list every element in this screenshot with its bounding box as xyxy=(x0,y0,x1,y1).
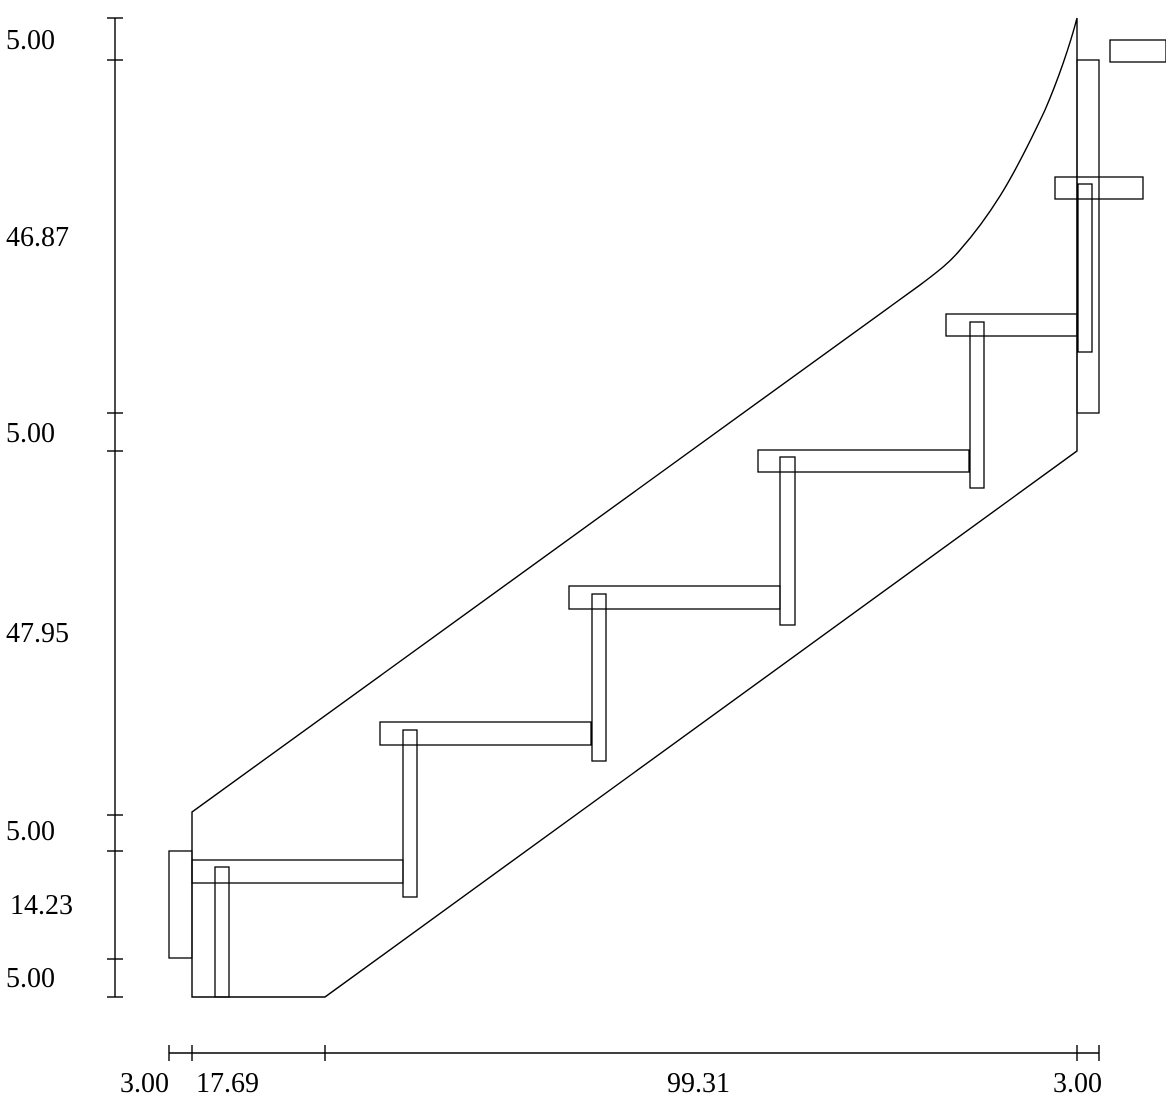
tread-5 xyxy=(945,313,1078,337)
bottom-left-post xyxy=(168,850,193,959)
riser-5 xyxy=(969,321,985,489)
top-landing-tread xyxy=(1109,39,1166,63)
tread-3 xyxy=(568,585,781,610)
stringer-top-edge xyxy=(191,17,1078,998)
risers xyxy=(214,183,1093,998)
top-right-post xyxy=(1076,59,1100,414)
horizontal-dim-label-right-post: 3.00 xyxy=(1053,1068,1102,1099)
riser-2 xyxy=(402,729,418,898)
horizontal-dim-label-first-run: 17.69 xyxy=(196,1068,259,1099)
riser-3 xyxy=(591,593,607,762)
vertical-dim-label-upper-rise: 46.87 xyxy=(6,222,69,253)
vertical-dim-label-mid-landing: 5.00 xyxy=(6,418,55,449)
horizontal-dimension-line xyxy=(168,1045,1100,1061)
vertical-dim-label-floor: 5.00 xyxy=(6,963,55,994)
tread-4 xyxy=(757,449,970,473)
vertical-dim-label-main-rise: 47.95 xyxy=(6,618,69,649)
horizontal-dim-label-left-post: 3.00 xyxy=(120,1068,169,1099)
vertical-dim-label-top-landing: 5.00 xyxy=(6,25,55,56)
tread-6 xyxy=(1054,176,1144,200)
stringer xyxy=(191,17,1078,998)
horizontal-dim-label-main-run: 99.31 xyxy=(667,1068,730,1099)
vertical-dimension-line xyxy=(107,17,123,998)
riser-4 xyxy=(779,456,796,626)
vertical-dim-label-lower-landing: 5.00 xyxy=(6,816,55,847)
riser-1 xyxy=(214,866,230,998)
tread-1 xyxy=(191,859,404,884)
riser-6 xyxy=(1077,183,1093,353)
treads xyxy=(191,176,1144,884)
tread-2 xyxy=(379,721,592,746)
vertical-dim-label-first-rise: 14.23 xyxy=(10,890,73,921)
